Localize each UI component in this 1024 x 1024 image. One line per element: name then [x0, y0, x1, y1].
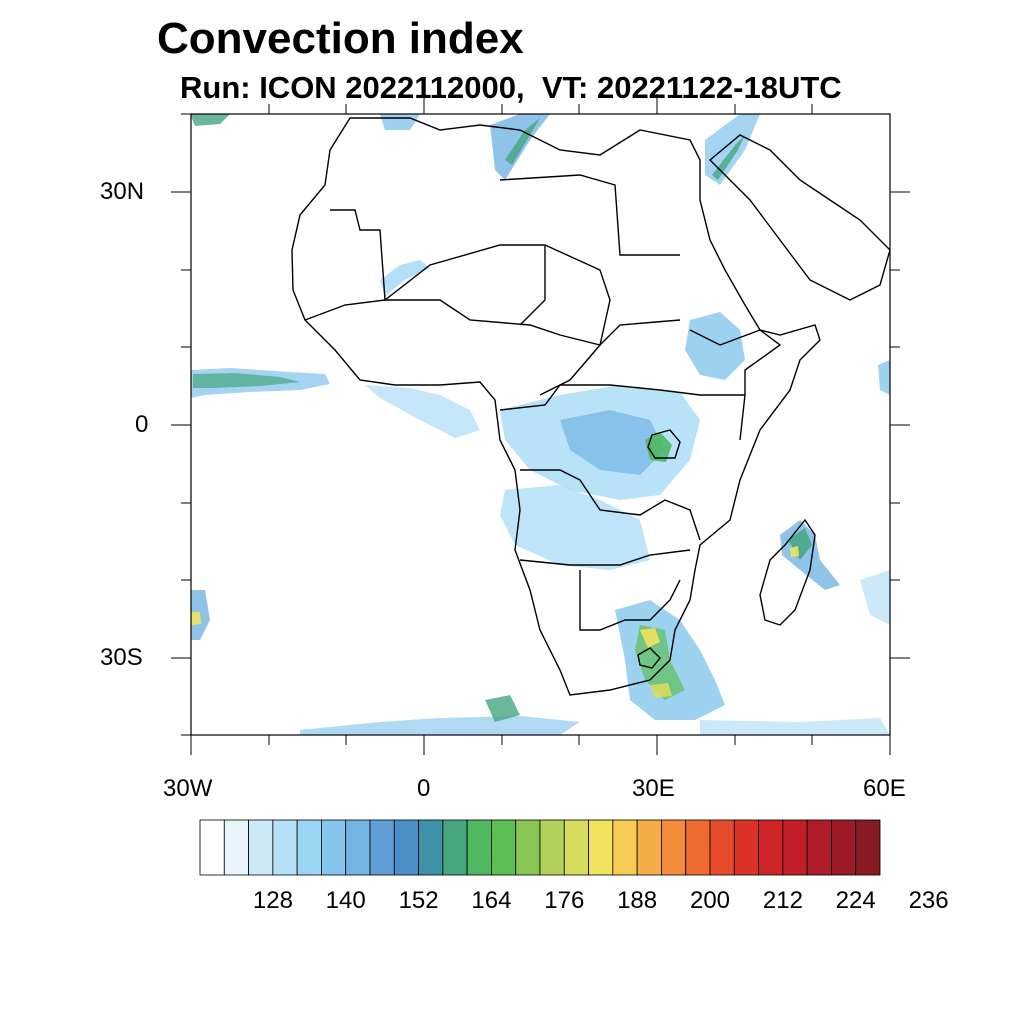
- lesotho: [637, 647, 661, 669]
- colorbar-swatch: [296, 819, 322, 876]
- colorbar-tick-label: 152: [398, 887, 439, 914]
- axis-ticks: [171, 94, 910, 755]
- colorbar-swatch: [685, 819, 711, 876]
- colorbar-tick-label: 128: [252, 887, 293, 914]
- madagascar-coast: [759, 518, 816, 626]
- colorbar-swatch: [321, 819, 347, 876]
- colorbar-swatch: [782, 819, 808, 876]
- colorbar-swatch: [563, 819, 589, 876]
- border-libya-egypt: [499, 174, 680, 256]
- x-label-0: 0: [417, 775, 431, 802]
- colorbar-swatch: [393, 819, 419, 876]
- field-south-africa-peak1: [640, 628, 660, 648]
- colorbar-swatch: [612, 819, 638, 876]
- colorbar-swatch: [758, 819, 784, 876]
- field-angola: [500, 485, 650, 570]
- field-madagascar-peak: [790, 546, 799, 557]
- colorbar-tick-label: 200: [689, 887, 731, 914]
- colorbar-tick-label: 212: [762, 887, 803, 914]
- colorbar-swatch: [345, 819, 371, 876]
- field-atlantic-itcz-core: [193, 373, 300, 388]
- colorbar-tick-label: 236: [908, 887, 949, 914]
- field-lake-victoria: [645, 432, 672, 462]
- field-south-africa-peak2: [650, 683, 672, 698]
- border-horn: [689, 329, 782, 395]
- field-gulf-guinea: [365, 385, 480, 438]
- field-libya-streak-core: [505, 118, 540, 165]
- border-central: [499, 384, 746, 441]
- border-maghreb: [330, 209, 546, 326]
- field-madagascar: [780, 520, 840, 590]
- field-sahara: [380, 260, 430, 296]
- colorbar-swatch: [223, 819, 249, 876]
- border-southern: [579, 570, 681, 631]
- plot-title: Convection index: [157, 14, 524, 63]
- colorbar-swatch: [418, 819, 444, 876]
- colorbar: [199, 819, 881, 876]
- convection-field: [191, 114, 890, 735]
- x-label-60E: 60E: [863, 775, 906, 802]
- y-label-0: 0: [135, 411, 149, 438]
- colorbar-swatch: [539, 819, 565, 876]
- colorbar-swatch: [806, 819, 832, 876]
- colorbar-swatch: [248, 819, 274, 876]
- colorbar-swatch: [515, 819, 541, 876]
- colorbar-swatch: [491, 819, 517, 876]
- field-southern-ocean: [300, 716, 580, 735]
- field-madagascar-core: [788, 528, 812, 560]
- colorbar-tick-label: 164: [471, 887, 512, 914]
- colorbar-swatch: [442, 819, 468, 876]
- field-southern-ocean-east: [700, 718, 890, 735]
- lake-victoria: [647, 429, 681, 459]
- border-sahel: [304, 299, 681, 346]
- arabia-coast: [708, 134, 890, 301]
- field-south-atlantic-peak: [191, 612, 201, 625]
- border-congo: [520, 469, 701, 541]
- border-chad-sudan: [539, 244, 611, 396]
- colorbar-swatch: [636, 819, 662, 876]
- colorbar-tick-label: 140: [325, 887, 366, 914]
- plot-subtitle: Run: ICON 2022112000, VT: 20221122-18UTC: [180, 70, 842, 105]
- colorbar-swatch: [588, 819, 614, 876]
- field-egypt-core: [712, 135, 745, 180]
- africa-coastline-and-borders: [291, 117, 890, 696]
- africa-coastline: [291, 117, 821, 696]
- colorbar-swatch: [466, 819, 492, 876]
- colorbar-swatch: [272, 819, 298, 876]
- x-label-30E: 30E: [632, 775, 675, 802]
- y-label-30N: 30N: [100, 178, 145, 205]
- field-indian-ocean-south: [860, 570, 890, 625]
- colorbar-swatch: [661, 819, 687, 876]
- field-southern-ocean-core: [485, 695, 520, 722]
- colorbar-tick-label: 188: [617, 887, 658, 914]
- colorbar-swatch: [733, 819, 759, 876]
- colorbar-swatch: [199, 819, 225, 876]
- field-south-atlantic-west: [191, 590, 210, 640]
- field-med-central: [380, 114, 420, 130]
- field-med-west: [191, 114, 230, 126]
- colorbar-tick-label: 224: [835, 887, 876, 914]
- border-angola-namibia: [519, 549, 691, 566]
- colorbar-swatch: [709, 819, 735, 876]
- field-indian-ocean-east: [878, 360, 890, 395]
- colorbar-swatch: [831, 819, 857, 876]
- colorbar-tick-label: 176: [544, 887, 585, 914]
- field-congo-core: [560, 410, 665, 475]
- y-label-30S: 30S: [100, 644, 143, 671]
- x-label-30W: 30W: [163, 775, 213, 802]
- field-ethiopia: [685, 312, 745, 380]
- colorbar-swatch: [369, 819, 395, 876]
- colorbar-swatch: [855, 819, 881, 876]
